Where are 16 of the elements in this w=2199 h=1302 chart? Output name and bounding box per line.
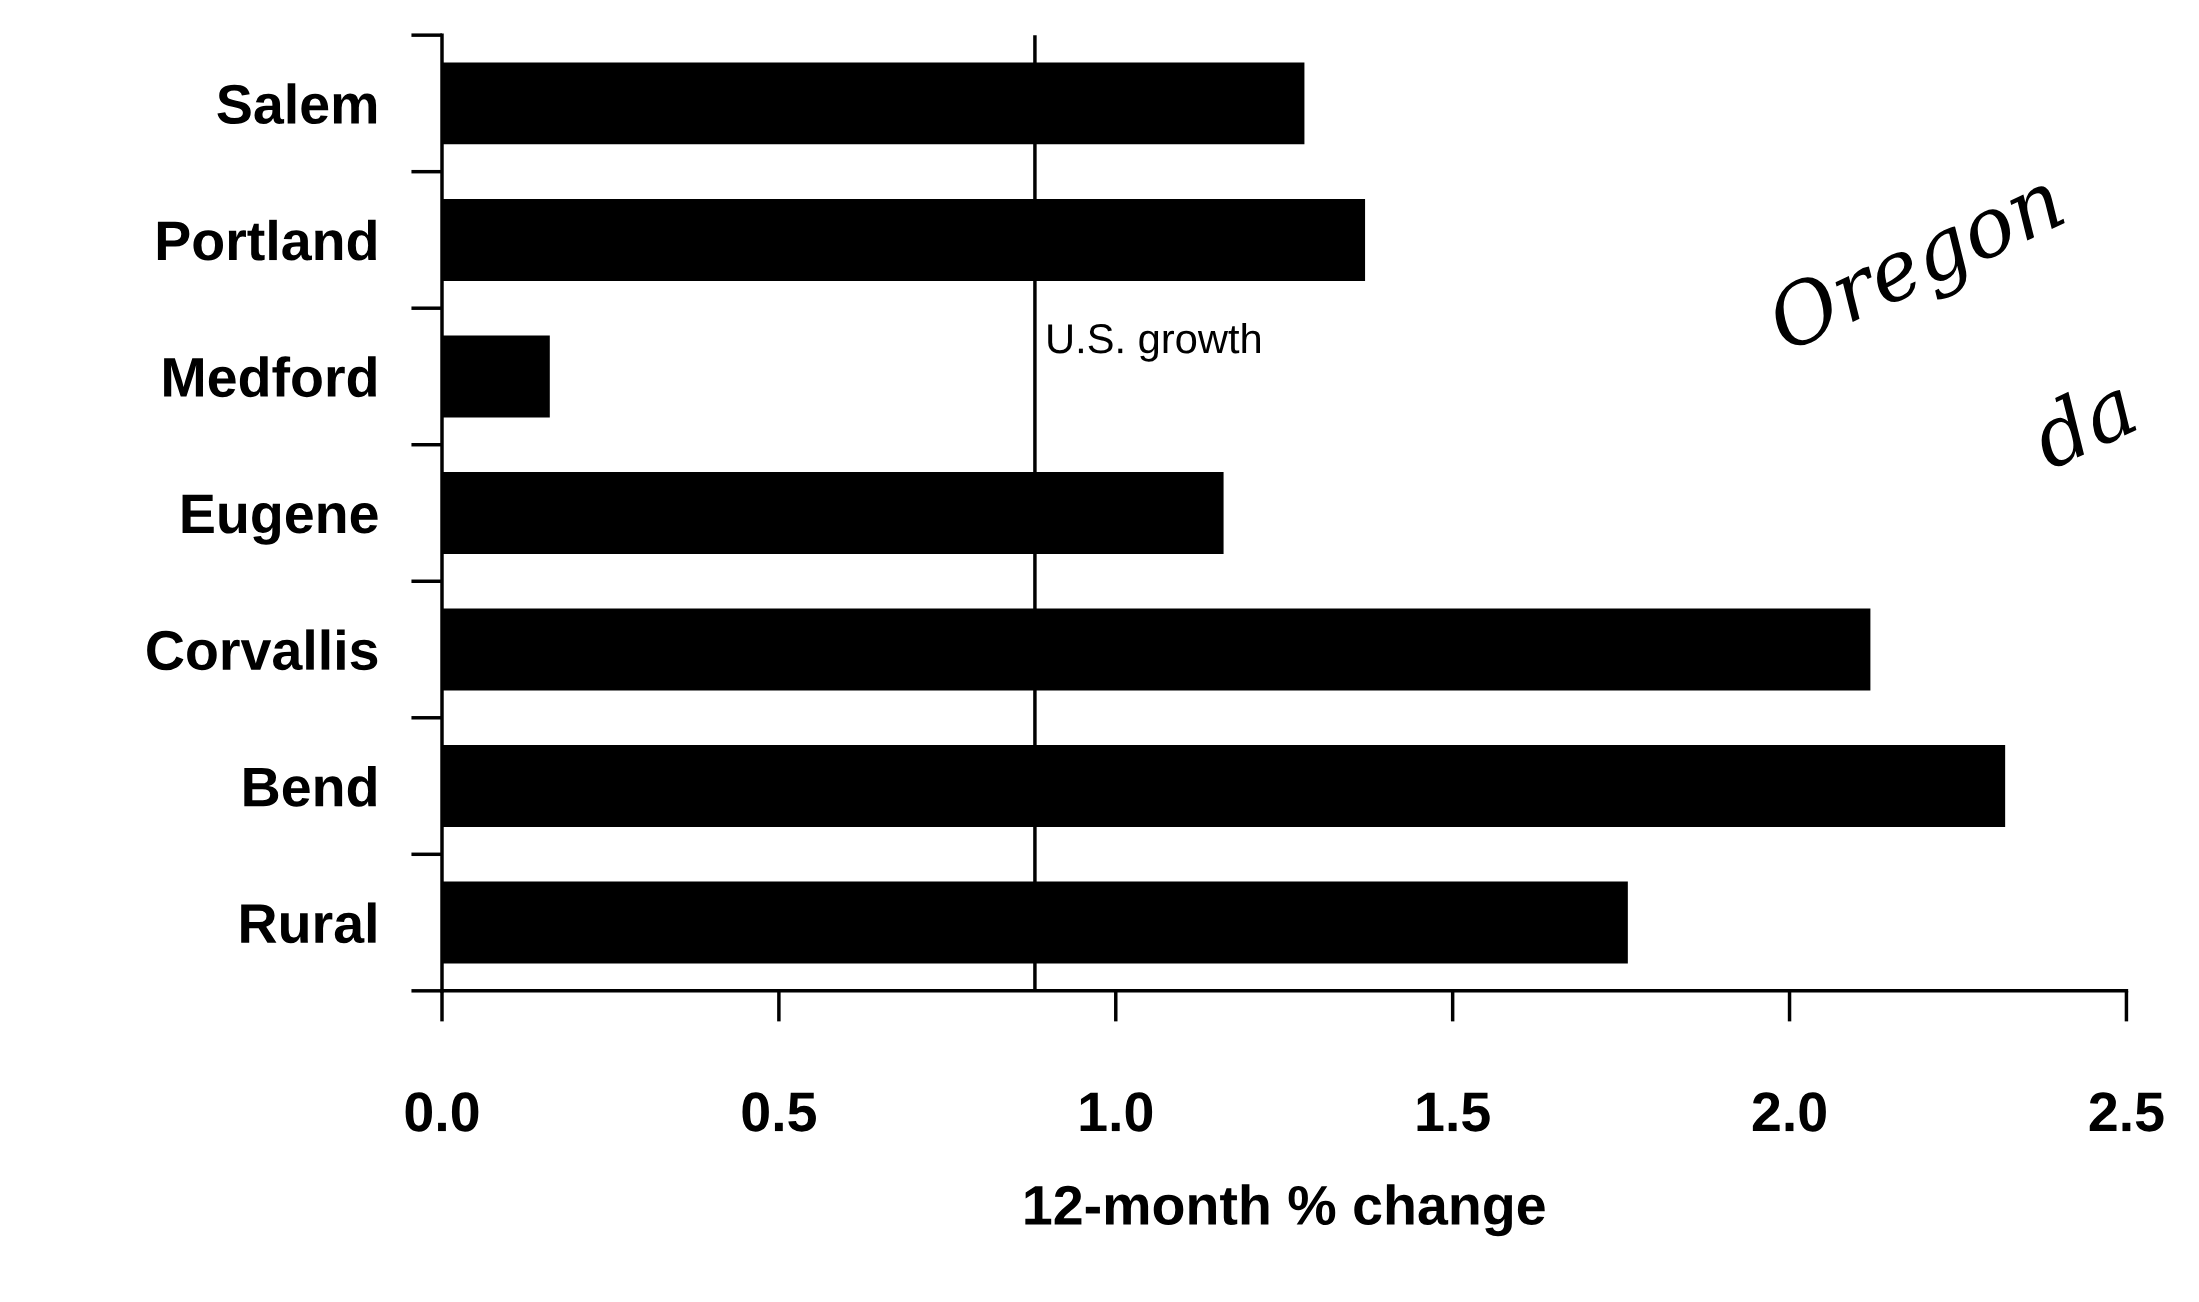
y-tick-label: Corvallis xyxy=(147,629,378,671)
x-tick-label: 1.0 xyxy=(1080,1092,1153,1132)
x-tick-label: 0.0 xyxy=(405,1092,479,1132)
ref-line-label: U.S. growth xyxy=(1048,322,1260,362)
x-tick-label: 2.0 xyxy=(1752,1092,1826,1132)
x-tick-label: 0.5 xyxy=(742,1092,816,1132)
y-tick-label: Medford xyxy=(164,356,376,398)
y-tick-label: Eugene xyxy=(182,494,378,545)
y-tick-label: Bend xyxy=(244,765,376,807)
x-tick-label: 2.5 xyxy=(2089,1092,2164,1132)
annotation: da xyxy=(2024,371,2139,471)
y-tick-label: Portland xyxy=(157,219,376,261)
x-axis-title: 12-month % change xyxy=(1025,1184,1545,1237)
y-tick-label: Salem xyxy=(217,83,377,125)
x-tick-label: 1.5 xyxy=(1417,1092,1490,1132)
y-tick-label: Rural xyxy=(241,902,376,944)
